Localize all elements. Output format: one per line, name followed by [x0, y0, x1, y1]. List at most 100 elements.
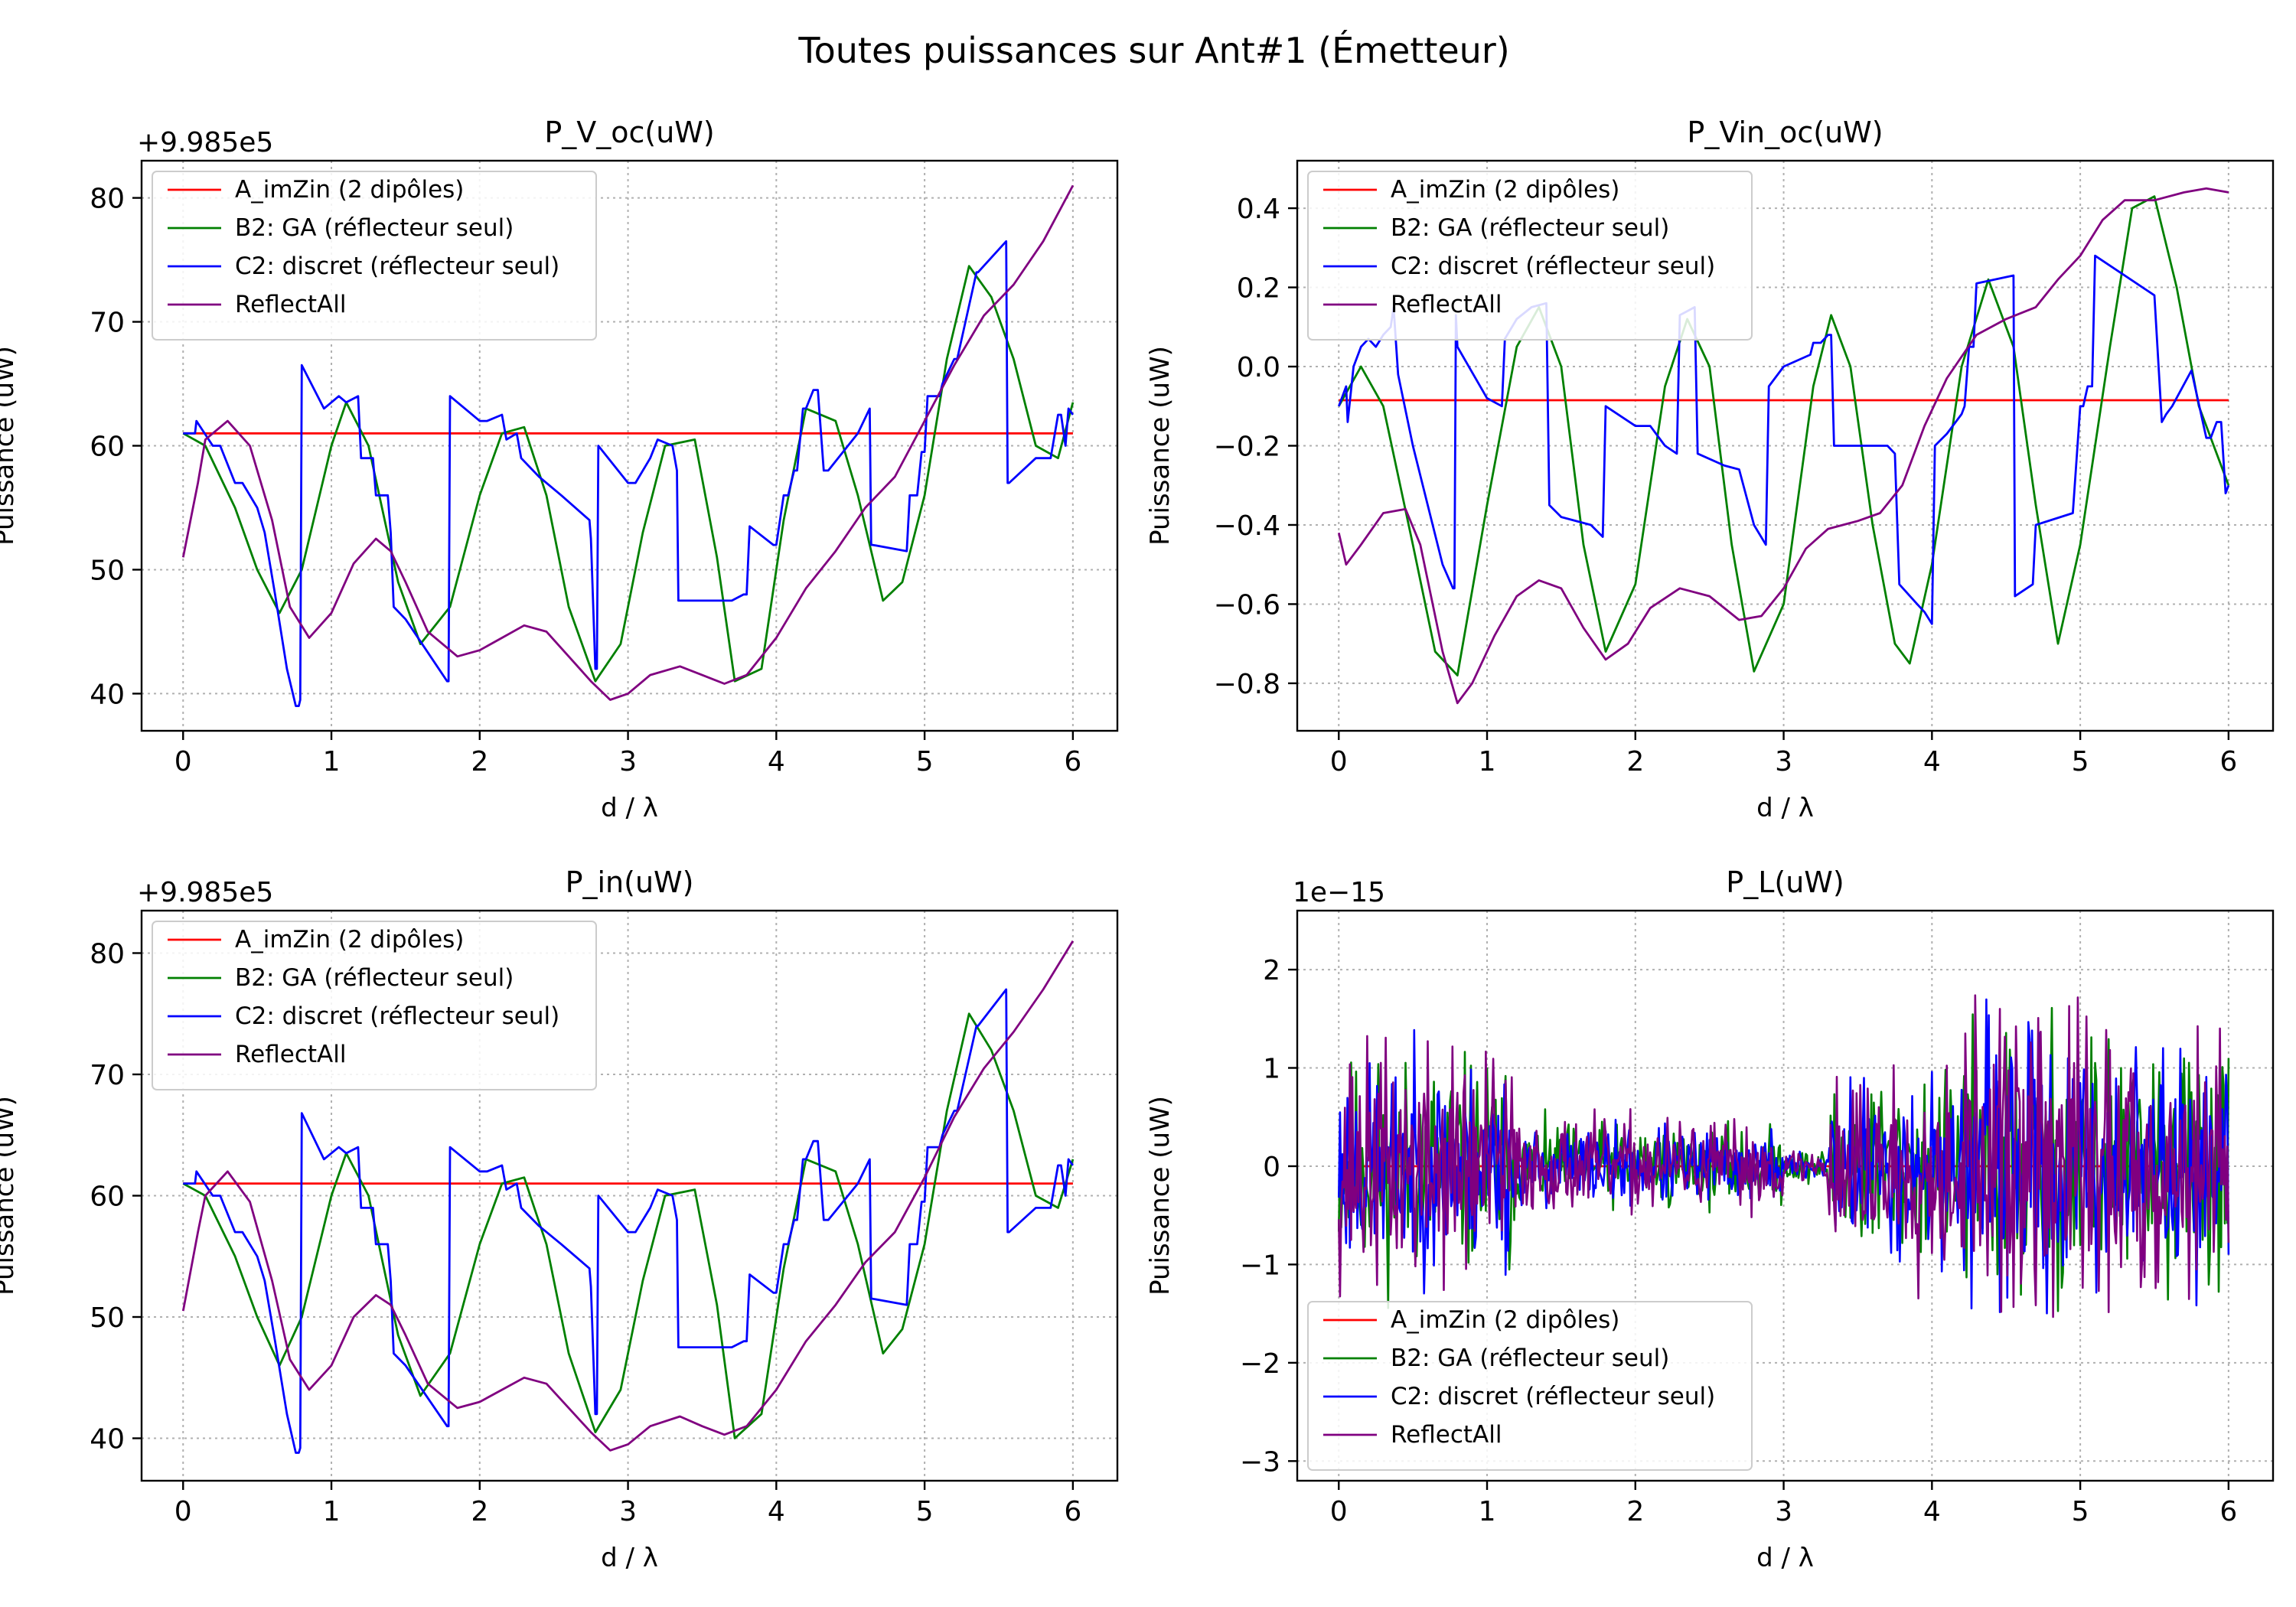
series-line-c2-discret-r-flecteur-seul — [183, 988, 1075, 1454]
x-tick-label: 1 — [1479, 746, 1496, 777]
y-tick-label: 50 — [90, 555, 125, 586]
x-tick-label: 5 — [2072, 1496, 2089, 1527]
subplot-title: P_Vin_oc(uW) — [1687, 116, 1883, 149]
x-tick-label: 0 — [174, 746, 192, 777]
legend-box — [1307, 1301, 1753, 1471]
legend-label: ReflectAll — [1391, 1421, 1502, 1449]
x-tick-label: 5 — [2072, 746, 2089, 777]
x-tick-label: 6 — [2219, 1496, 2237, 1527]
y-tick-label: 0.2 — [1237, 273, 1280, 305]
y-tick-label: 70 — [90, 308, 125, 339]
series-line-c2-discret-r-flecteur-seul — [1337, 254, 2230, 625]
x-tick-label: 2 — [1626, 746, 1644, 777]
x-tick-label: 2 — [1626, 1496, 1644, 1527]
series-line-reflectall — [181, 184, 1075, 701]
x-tick-label: 1 — [323, 746, 341, 777]
legend-label: ReflectAll — [1391, 291, 1502, 318]
x-tick-label: 0 — [1330, 746, 1348, 777]
x-tick-label: 1 — [1479, 1496, 1496, 1527]
legend-label: C2: discret (réflecteur seul) — [1391, 253, 1715, 280]
x-tick-label: 3 — [1775, 746, 1792, 777]
legend-label: C2: discret (réflecteur seul) — [235, 1002, 559, 1030]
subplot-p-vin-oc: 0 1 2 3 4 5 6 −0.8 −0.6 −0.4 −0.2 0.0 0.2 0.4 P_Vin_oc… — [1145, 116, 2275, 823]
y-tick-label: 80 — [90, 938, 125, 970]
subplot-p-in: 0 1 2 3 4 5 6 40 50 60 70 80 P_in(uW)d / λ Puissance … — [0, 865, 1119, 1573]
x-tick-label: 1 — [323, 1496, 341, 1527]
y-axis-label: Puissance (uW) — [1145, 1096, 1176, 1296]
legend: A_imZin (2 dipôles) B2: GA (réflecteur se… — [152, 921, 597, 1090]
plot-area — [181, 184, 1075, 707]
legend-label: C2: discret (réflecteur seul) — [1391, 1383, 1715, 1410]
y-tick-label: 0.4 — [1237, 194, 1280, 225]
x-tick-label: 3 — [619, 1496, 637, 1527]
y-tick-label: 40 — [90, 1424, 125, 1455]
x-axis-label: d / λ — [601, 1543, 658, 1573]
series-line-reflectall — [181, 940, 1075, 1452]
x-tick-label: 4 — [768, 1496, 785, 1527]
subplot-p-v-oc: 0 1 2 3 4 5 6 40 50 60 70 80 P_V_oc(uW)d / λ Puissanc… — [0, 116, 1119, 823]
y-tick-label: 60 — [90, 432, 125, 463]
y-tick-label: 40 — [90, 679, 125, 710]
axis-offset-text: +9.985e5 — [137, 877, 273, 908]
y-axis-label: Puissance (uW) — [0, 346, 20, 546]
x-axis-label: d / λ — [1756, 793, 1814, 823]
legend: A_imZin (2 dipôles) B2: GA (réflecteur se… — [152, 171, 597, 341]
subplot-title: P_L(uW) — [1726, 865, 1844, 899]
subplot-title: P_in(uW) — [566, 865, 694, 899]
legend-label: C2: discret (réflecteur seul) — [235, 253, 559, 280]
subplot-p-l: 0 1 2 3 4 5 6 −3 −2 −1 0 1 2 P_L(uW)d / λ Puissance (u… — [1145, 865, 2275, 1573]
legend: A_imZin (2 dipôles) B2: GA (réflecteur se… — [1307, 171, 1753, 341]
x-tick-label: 5 — [916, 1496, 934, 1527]
y-axis-label: Puissance (uW) — [0, 1096, 20, 1296]
legend-label: A_imZin (2 dipôles) — [235, 176, 464, 204]
series-line-reflectall — [1338, 994, 2230, 1319]
y-tick-label: 70 — [90, 1060, 125, 1091]
legend: A_imZin (2 dipôles) B2: GA (réflecteur se… — [1307, 1301, 1753, 1471]
figure-title: Toutes puissances sur Ant#1 (Émetteur) — [797, 30, 1509, 71]
y-tick-label: 60 — [90, 1182, 125, 1213]
x-tick-label: 3 — [1775, 1496, 1792, 1527]
axes-frame — [1296, 909, 2275, 1482]
series-line-b2-ga-r-flecteur-seul — [1338, 195, 2230, 676]
y-tick-label: −0.6 — [1214, 589, 1280, 621]
x-tick-label: 5 — [916, 746, 934, 777]
x-tick-label: 3 — [619, 746, 637, 777]
x-tick-label: 2 — [471, 746, 488, 777]
y-tick-label: 80 — [90, 184, 125, 215]
series-line-c2-discret-r-flecteur-seul — [183, 240, 1075, 707]
plot-area — [181, 940, 1075, 1454]
plot-area — [1338, 994, 2230, 1319]
legend-box — [1307, 171, 1753, 341]
legend-label: B2: GA (réflecteur seul) — [235, 964, 514, 992]
y-tick-label: −0.4 — [1214, 510, 1280, 542]
legend-label: B2: GA (réflecteur seul) — [1391, 1345, 1669, 1372]
y-tick-label: −1 — [1240, 1250, 1280, 1281]
subplot-title: P_V_oc(uW) — [544, 116, 714, 149]
y-tick-label: 2 — [1263, 955, 1280, 986]
y-tick-label: 0.0 — [1237, 352, 1280, 383]
legend-box — [152, 171, 597, 341]
legend-label: A_imZin (2 dipôles) — [1391, 176, 1619, 204]
y-tick-label: −2 — [1240, 1348, 1280, 1380]
legend-label: B2: GA (réflecteur seul) — [1391, 214, 1669, 242]
y-tick-label: −3 — [1240, 1446, 1280, 1478]
legend-label: B2: GA (réflecteur seul) — [235, 214, 514, 242]
series-line-reflectall — [1337, 187, 2229, 705]
x-tick-label: 0 — [1330, 1496, 1348, 1527]
y-tick-label: 50 — [90, 1302, 125, 1334]
axis-offset-text: +9.985e5 — [137, 127, 273, 158]
legend-box — [152, 921, 597, 1090]
x-tick-label: 4 — [1923, 1496, 1941, 1527]
x-tick-label: 6 — [2219, 746, 2237, 777]
plot-area — [1337, 187, 2230, 705]
legend-label: ReflectAll — [235, 291, 346, 318]
axis-offset-text: 1e−15 — [1293, 877, 1385, 908]
x-tick-label: 6 — [1064, 746, 1081, 777]
legend-label: A_imZin (2 dipôles) — [235, 926, 464, 953]
legend-label: ReflectAll — [235, 1041, 346, 1068]
x-tick-label: 0 — [174, 1496, 192, 1527]
y-tick-label: 0 — [1263, 1152, 1280, 1183]
y-tick-label: −0.2 — [1214, 432, 1280, 463]
legend-label: A_imZin (2 dipôles) — [1391, 1306, 1619, 1334]
